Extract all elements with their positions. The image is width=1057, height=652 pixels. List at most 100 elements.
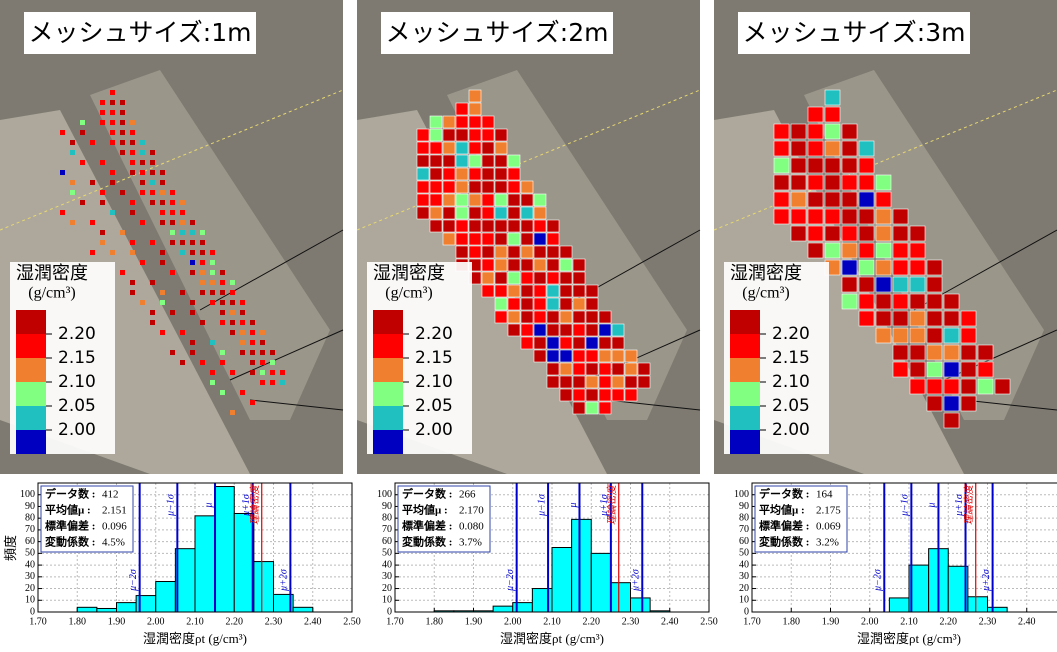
- mesh-cell: [808, 175, 823, 190]
- mesh-cell: [160, 170, 165, 175]
- mesh-cell: [859, 243, 874, 258]
- reference-line-label: μ: [927, 502, 938, 508]
- mesh-cell: [944, 362, 959, 377]
- mesh-cell: [80, 200, 85, 205]
- mesh-cell: [240, 330, 245, 335]
- mesh-cell: [599, 376, 611, 388]
- mesh-cell: [560, 285, 572, 297]
- mesh-cell: [160, 190, 165, 195]
- mesh-cell: [547, 220, 559, 232]
- mesh-cell: [521, 272, 533, 284]
- legend-swatch: [730, 310, 760, 334]
- mesh-cell: [573, 376, 585, 388]
- mesh-cell: [927, 362, 942, 377]
- mesh-cell: [961, 379, 976, 394]
- y-tick-label: 60: [739, 536, 749, 547]
- mesh-cell: [220, 300, 225, 305]
- stats-label: 平均値μ :: [402, 503, 448, 517]
- y-tick-label: 10: [739, 595, 749, 606]
- mesh-cell: [482, 233, 494, 245]
- mesh-cell: [893, 226, 908, 241]
- mesh-cell: [495, 246, 507, 258]
- mesh-cell: [220, 270, 225, 275]
- mesh-cell: [456, 116, 468, 128]
- mesh-cell: [842, 124, 857, 139]
- mesh-cell: [140, 190, 145, 195]
- mesh-cell: [210, 280, 215, 285]
- legend-swatch: [373, 334, 403, 358]
- mesh-cell: [230, 330, 235, 335]
- x-tick-label: 1.80: [69, 616, 87, 627]
- mesh-cell: [825, 243, 840, 258]
- reference-line-label: 理論密度: [249, 483, 261, 525]
- x-tick-label: 1.90: [465, 616, 483, 627]
- mesh-cell: [150, 190, 155, 195]
- mesh-cell: [495, 207, 507, 219]
- mesh-cell: [456, 220, 468, 232]
- mesh-cell: [808, 124, 823, 139]
- mesh-cell: [469, 129, 481, 141]
- mesh-cell: [70, 220, 75, 225]
- mesh-cell: [534, 272, 546, 284]
- mesh-cell: [508, 207, 520, 219]
- mesh-cell: [469, 207, 481, 219]
- stats-value: 0.069: [816, 521, 841, 533]
- mesh-cell: [859, 277, 874, 292]
- stats-label: データ数 :: [402, 487, 452, 501]
- mesh-cell: [110, 210, 115, 215]
- mesh-cell: [220, 280, 225, 285]
- mesh-cell: [961, 396, 976, 411]
- mesh-cell: [180, 290, 185, 295]
- mesh-cell: [260, 370, 265, 375]
- mesh-cell: [443, 142, 455, 154]
- mesh-cell: [534, 246, 546, 258]
- mesh-cell: [417, 129, 429, 141]
- mesh-cell: [876, 328, 891, 343]
- mesh-cell: [495, 233, 507, 245]
- mesh-cell: [280, 380, 285, 385]
- legend-swatch: [373, 310, 403, 334]
- mesh-cell: [90, 220, 95, 225]
- stats-label: 変動係数 :: [402, 535, 452, 549]
- mesh-cell: [599, 402, 611, 414]
- histogram-bar: [97, 608, 117, 612]
- mesh-cell: [961, 311, 976, 326]
- x-tick-label: 1.70: [29, 616, 47, 627]
- mesh-cell: [150, 180, 155, 185]
- mesh-cell: [910, 345, 925, 360]
- mesh-cell: [586, 311, 598, 323]
- mesh-cell: [260, 330, 265, 335]
- x-tick-label: 2.30: [265, 616, 283, 627]
- mesh-cell: [210, 370, 215, 375]
- stats-value: 2.151: [102, 505, 127, 517]
- x-tick-label: 2.00: [147, 616, 165, 627]
- histogram-bar: [117, 603, 137, 612]
- mesh-cell: [200, 260, 205, 265]
- mesh-cell: [200, 270, 205, 275]
- mesh-cell: [230, 370, 235, 375]
- mesh-cell: [417, 168, 429, 180]
- mesh-cell: [774, 158, 789, 173]
- mesh-cell: [260, 360, 265, 365]
- mesh-cell: [443, 181, 455, 193]
- histogram-bar: [215, 487, 235, 612]
- histogram-bar: [156, 582, 176, 612]
- mesh-cell: [508, 181, 520, 193]
- mesh-cell: [508, 220, 520, 232]
- mesh-cell: [130, 160, 135, 165]
- mesh-cell: [100, 100, 105, 105]
- mesh-cell: [560, 311, 572, 323]
- mesh-cell: [521, 207, 533, 219]
- mesh-cell: [547, 285, 559, 297]
- mesh-cell: [430, 220, 442, 232]
- mesh-cell: [210, 340, 215, 345]
- mesh-cell: [573, 311, 585, 323]
- mesh-cell: [978, 379, 993, 394]
- mesh-cell: [150, 280, 155, 285]
- mesh-cell: [521, 233, 533, 245]
- mesh-cell: [180, 240, 185, 245]
- mesh-cell: [547, 246, 559, 258]
- mesh-cell: [140, 140, 145, 145]
- mesh-cell: [120, 190, 125, 195]
- mesh-cell: [508, 194, 520, 206]
